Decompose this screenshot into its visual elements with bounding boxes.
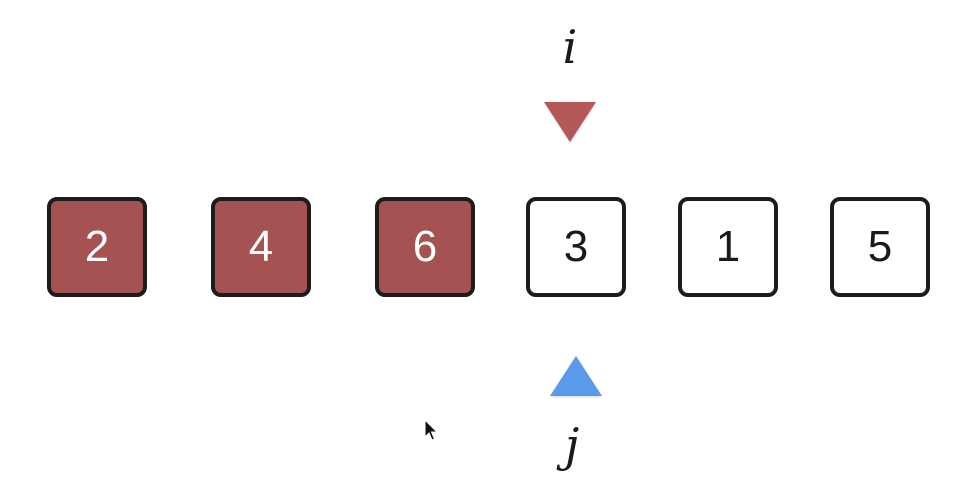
pointer-j-label: j [564, 418, 580, 472]
array-cell-5: 5 [830, 197, 930, 297]
pointer-i-arrow-icon [544, 102, 596, 142]
array-cell-3: 3 [526, 197, 626, 297]
array-cell-4: 1 [678, 197, 778, 297]
array-cell-2: 6 [375, 197, 475, 297]
mouse-pointer-icon [424, 419, 439, 441]
pointer-i-label: i [562, 20, 578, 74]
array-cell-1: 4 [211, 197, 311, 297]
pointer-j-arrow-icon [550, 356, 602, 396]
array-cell-0: 2 [47, 197, 147, 297]
